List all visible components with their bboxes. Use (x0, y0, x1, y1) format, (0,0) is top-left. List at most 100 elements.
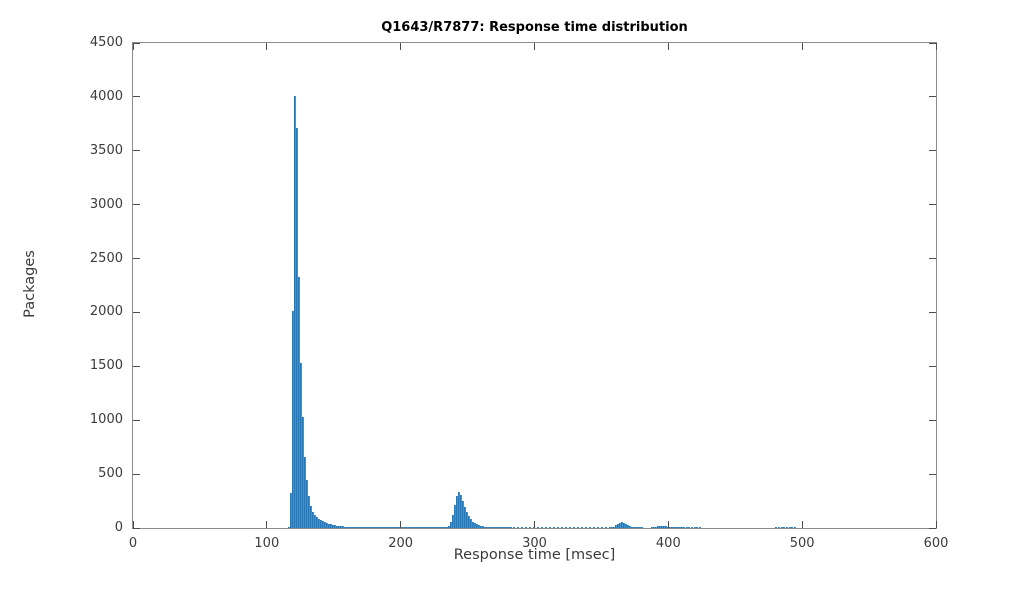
histogram-bar (521, 527, 524, 528)
x-tick-label: 500 (789, 536, 815, 551)
histogram-bar (311, 511, 314, 528)
histogram-bar (412, 527, 415, 528)
histogram-bar (333, 525, 336, 528)
histogram-bar (513, 527, 516, 528)
histogram-bar (458, 492, 461, 528)
histogram-bar (337, 526, 340, 528)
histogram-bar (309, 505, 312, 528)
histogram-bar (660, 525, 663, 528)
histogram-bar (622, 523, 625, 528)
y-tick (133, 311, 140, 313)
y-tick-right (929, 473, 936, 475)
histogram-bar (593, 527, 596, 528)
histogram-bar (569, 527, 572, 528)
histogram-bar (675, 527, 678, 528)
x-tick-label: 200 (388, 536, 414, 551)
histogram-bar (788, 527, 791, 528)
histogram-bar (379, 527, 382, 528)
histogram-bar (626, 525, 629, 528)
histogram-bar (506, 527, 509, 528)
histogram-bar (691, 527, 694, 528)
x-tick-top (534, 43, 535, 50)
histogram-bar (494, 527, 497, 528)
histogram-bar (385, 527, 388, 528)
histogram-bar (365, 527, 368, 528)
x-axis-label: Response time [msec] (453, 547, 616, 563)
histogram-bar (383, 527, 386, 528)
histogram-bar (616, 524, 619, 528)
histogram-bar (353, 527, 356, 528)
histogram-bar (367, 527, 370, 528)
x-tick (400, 521, 402, 528)
histogram-bar (454, 504, 457, 528)
histogram-bar (289, 492, 292, 528)
histogram-bar (293, 95, 296, 528)
x-tick-top (801, 43, 803, 50)
histogram-bar (620, 522, 623, 528)
y-tick-right (929, 258, 936, 260)
histogram-bar (305, 480, 308, 528)
x-tick-label: 0 (128, 536, 138, 551)
histogram-bar (438, 527, 441, 528)
histogram-bar (517, 527, 520, 528)
y-tick-label: 2500 (89, 250, 123, 266)
histogram-bar (612, 526, 615, 528)
histogram-bar (650, 527, 653, 528)
histogram-bar (608, 527, 611, 528)
histogram-bar (557, 527, 560, 528)
histogram-bar (640, 527, 643, 528)
histogram-bar (484, 526, 487, 528)
histogram-bar (460, 495, 463, 528)
histogram-bar (780, 527, 783, 528)
histogram-bar (553, 527, 556, 528)
y-tick-label: 2000 (89, 304, 123, 320)
histogram-bar (357, 527, 360, 528)
histogram-bar (614, 525, 617, 528)
histogram-bar (677, 527, 680, 528)
y-tick-right (929, 419, 936, 421)
histogram-bar (315, 517, 318, 528)
histogram-bar (624, 524, 627, 528)
y-tick (133, 527, 140, 529)
y-tick-right (929, 96, 936, 98)
histogram-bar (775, 527, 778, 528)
histogram-bar (474, 523, 477, 528)
histogram-bar (359, 527, 362, 528)
histogram-bar (391, 527, 394, 528)
histogram-bar (325, 523, 328, 528)
y-tick (133, 258, 140, 260)
histogram-bar (442, 527, 445, 528)
histogram-bar (638, 527, 641, 528)
histogram-bar (323, 522, 326, 528)
histogram-bar (377, 527, 380, 528)
histogram-bar (424, 527, 427, 528)
histogram-bar (448, 525, 451, 528)
x-tick-label: 300 (522, 536, 547, 551)
histogram-bar (446, 527, 449, 528)
y-tick (133, 473, 140, 475)
histogram-bar (632, 527, 635, 528)
histogram-bar (347, 526, 350, 528)
histogram-bar (402, 527, 404, 528)
histogram-bar (496, 527, 499, 528)
histogram-bar (395, 527, 398, 528)
y-tick-label: 500 (98, 466, 123, 482)
y-tick-right (929, 365, 936, 367)
y-tick (133, 365, 140, 367)
y-tick-label: 0 (114, 520, 123, 535)
histogram-bar (287, 526, 290, 528)
y-tick-label: 1000 (89, 412, 123, 428)
histogram-bar (422, 527, 425, 528)
histogram-bar (297, 276, 300, 528)
y-tick (133, 42, 140, 44)
histogram-bar (345, 526, 348, 528)
histogram-bar (565, 527, 568, 528)
histogram-bar (502, 527, 505, 528)
histogram-bar (504, 527, 507, 528)
histogram-bar (410, 527, 413, 528)
x-tick-top (400, 43, 402, 50)
histogram-bar (470, 519, 473, 528)
histogram-bar (436, 527, 439, 528)
histogram-bar (363, 527, 366, 528)
histogram-bar (393, 527, 396, 528)
